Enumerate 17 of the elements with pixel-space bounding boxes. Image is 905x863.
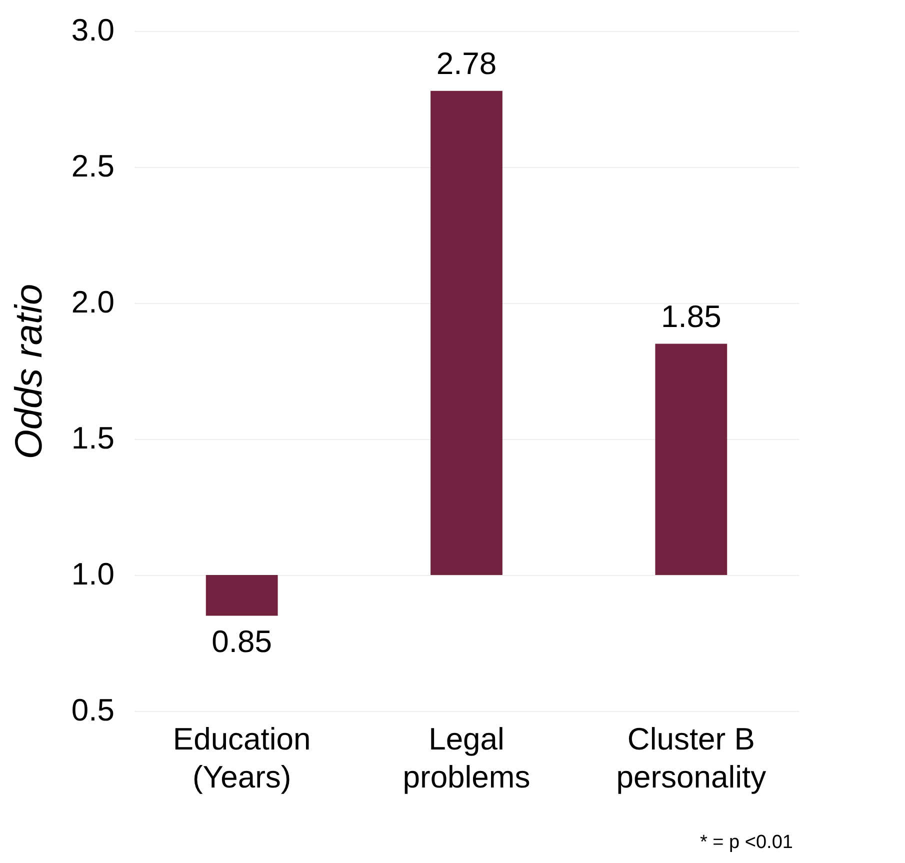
x-tick-label: Cluster B personality (616, 722, 767, 794)
y-tick-label: 3.0 (71, 12, 114, 48)
bar (655, 344, 728, 575)
text: * = p <0.01 (700, 832, 793, 854)
x-tick-label: Education (Years) (172, 722, 311, 794)
data-label: 1.85 (660, 298, 722, 334)
x-tick-label: Legal problems (402, 722, 530, 794)
y-tick-label: 1.5 (71, 420, 114, 456)
data-label: 2.78 (436, 46, 497, 81)
y-tick-label: 2.5 (71, 148, 114, 184)
data-label: 0.85 (212, 624, 272, 659)
bar (206, 575, 278, 616)
y-tick-label: 2.0 (71, 284, 114, 320)
y-tick-label: 1.0 (71, 556, 114, 592)
y-axis-title: Odds ratio (8, 284, 50, 460)
y-tick-label: 0.5 (71, 692, 114, 728)
bar (430, 90, 502, 575)
